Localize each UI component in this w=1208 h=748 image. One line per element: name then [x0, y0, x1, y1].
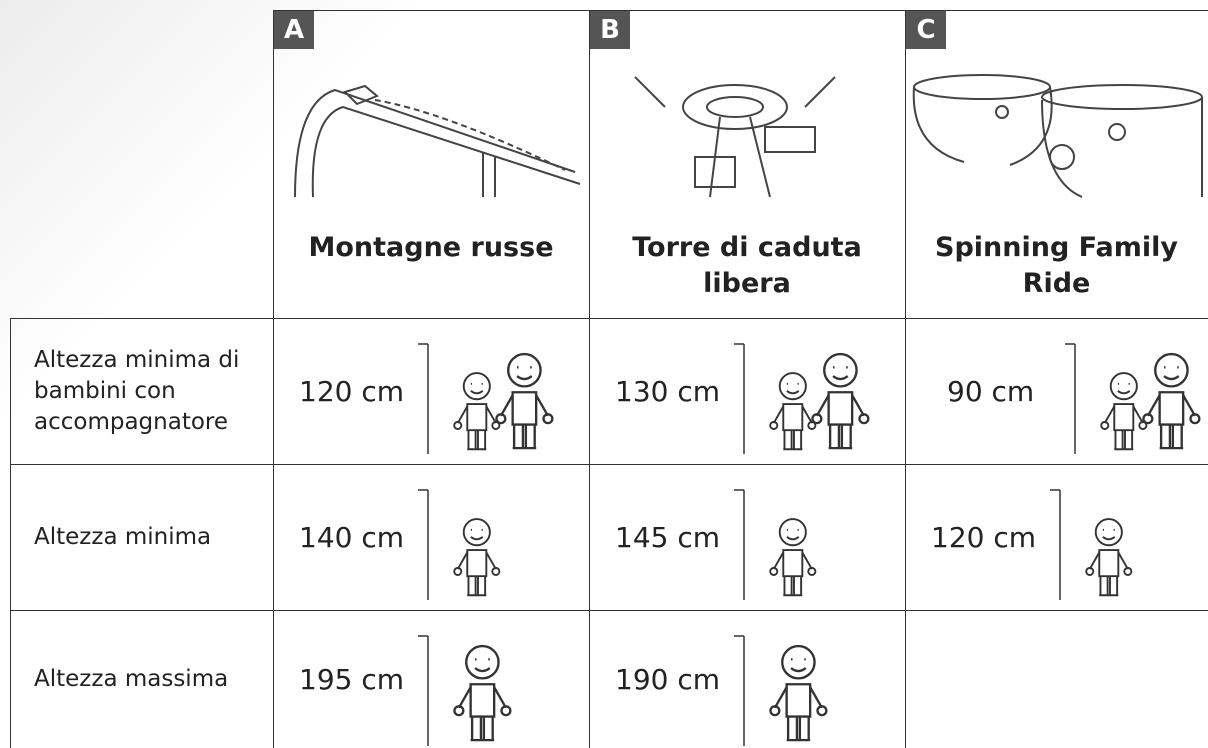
cell-value: 145 cm — [615, 520, 721, 554]
height-figure — [734, 635, 828, 746]
height-figure — [418, 343, 554, 454]
border — [10, 610, 1208, 611]
column-name: Montagne russe — [308, 232, 554, 263]
column-name: Spinning Family Ride — [935, 232, 1178, 299]
height-figure — [734, 489, 817, 600]
height-figure — [734, 343, 870, 454]
height-figure — [1050, 489, 1133, 600]
row-label: Altezza massima — [34, 665, 229, 692]
border — [10, 464, 1208, 465]
cell-value: 130 cm — [615, 374, 721, 408]
cell-value: 140 cm — [299, 520, 405, 554]
height-figure — [1065, 343, 1201, 454]
row-label: Altezza minima di bambini con accompagna… — [34, 346, 240, 435]
height-figure — [418, 489, 501, 600]
border — [273, 10, 1208, 11]
cell-value: 120 cm — [931, 520, 1037, 554]
roller-coaster-illustration — [294, 84, 581, 198]
border — [273, 10, 274, 748]
cell-value: 90 cm — [947, 374, 1035, 408]
cell-value: 195 cm — [299, 662, 405, 696]
drop-tower-illustration — [634, 76, 836, 198]
border — [10, 318, 11, 748]
column-letter: C — [906, 11, 946, 49]
cell-value: 190 cm — [615, 662, 721, 696]
column-name: Torre di caduta libera — [632, 232, 862, 299]
row-label: Altezza minima — [34, 523, 212, 550]
border — [10, 318, 1208, 319]
spinning-ride-illustration — [912, 74, 1203, 198]
cell-value: 120 cm — [299, 374, 405, 408]
column-letter: A — [274, 11, 314, 49]
height-figure — [418, 635, 512, 746]
column-letter: B — [590, 11, 630, 49]
border — [905, 10, 906, 748]
border — [589, 10, 590, 748]
